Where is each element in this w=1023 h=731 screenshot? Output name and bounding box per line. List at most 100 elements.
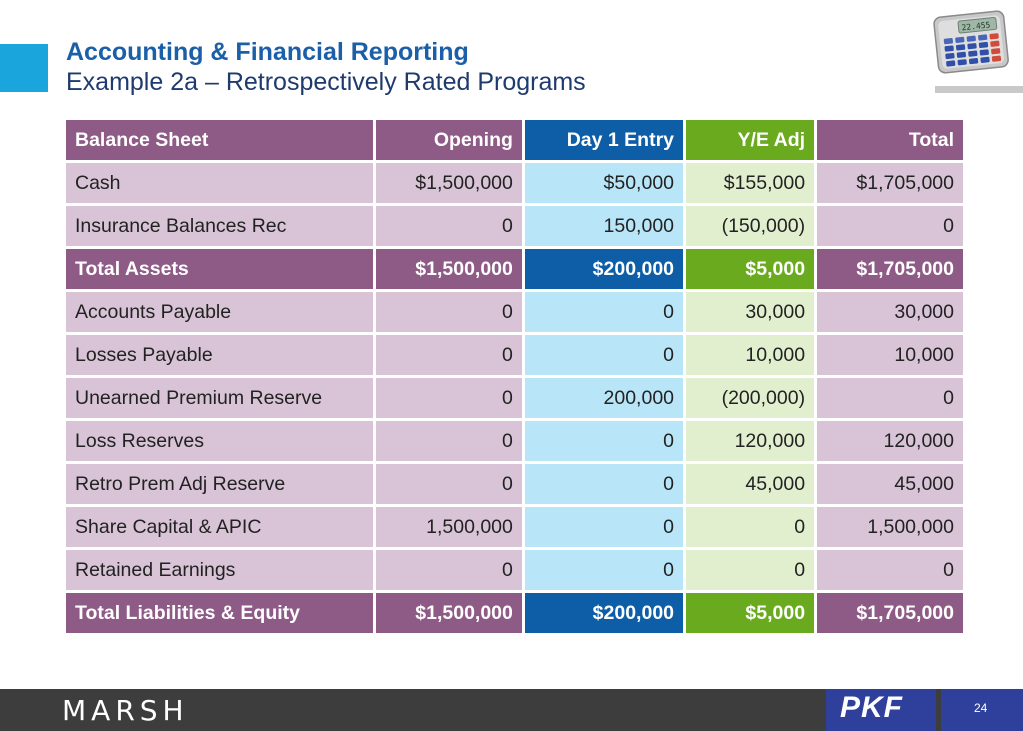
table-row: Loss Reserves 0 0 120,000 120,000 [66,421,963,461]
cell-ye-adj: 45,000 [686,464,815,504]
table-total-row: Total Liabilities & Equity $1,500,000 $200… [66,593,963,633]
table-row: Accounts Payable 0 0 30,000 30,000 [66,292,963,332]
column-header-opening: Opening [376,120,522,160]
cell-total: 0 [817,550,963,590]
cell-day1-entry: 0 [524,507,684,547]
cell-total: 1,500,000 [817,507,963,547]
calculator-key [968,50,978,57]
page-number-box: 24 [941,689,1023,731]
cell-total: $1,705,000 [817,163,963,203]
accent-square [0,44,48,92]
cell-total: 120,000 [817,421,963,461]
cell-total: 0 [817,378,963,418]
row-label: Cash [66,163,373,203]
cell-ye-adj: $5,000 [686,593,815,633]
row-label: Total Assets [66,249,373,289]
cell-day1-entry: $50,000 [524,163,684,203]
column-header-balance-sheet: Balance Sheet [66,120,373,160]
cell-day1-entry: 0 [524,335,684,375]
calculator-key [944,45,954,52]
cell-day1-entry: $200,000 [524,249,684,289]
cell-day1-entry: $200,000 [524,593,684,633]
calculator-key [978,41,989,49]
pkf-logo: PKF [826,689,936,731]
calculator-key [957,59,967,66]
table-row: Unearned Premium Reserve 0 200,000 (200,000… [66,378,963,418]
page-number: 24 [974,701,988,715]
cell-ye-adj: 0 [686,507,815,547]
calculator-key [991,48,1001,55]
cell-opening: 0 [376,464,522,504]
row-label: Accounts Payable [66,292,373,332]
calculator-key [989,33,999,40]
cell-opening: 1,500,000 [376,507,522,547]
cell-ye-adj: (200,000) [686,378,815,418]
cell-ye-adj: 0 [686,550,815,590]
cell-ye-adj: 10,000 [686,335,815,375]
calculator-key [980,56,990,63]
calculator-key [991,55,1002,62]
header-rule [935,86,1023,93]
cell-day1-entry: 0 [524,292,684,332]
cell-ye-adj: (150,000) [686,206,815,246]
table-row: Retained Earnings 0 0 0 0 [66,550,963,590]
table-row: Losses Payable 0 0 10,000 10,000 [66,335,963,375]
calculator-key [978,34,988,41]
cell-total: 45,000 [817,464,963,504]
cell-opening: $1,500,000 [376,593,522,633]
cell-total: 10,000 [817,335,963,375]
calculator-key [945,52,955,60]
table-row: Insurance Balances Rec 0 150,000 (150,000) 0 [66,206,963,246]
cell-opening: 0 [376,421,522,461]
footer-bar: MARSH PKF 24 [0,689,1023,731]
marsh-logo: MARSH [62,694,189,727]
row-label: Unearned Premium Reserve [66,378,373,418]
cell-ye-adj: $155,000 [686,163,815,203]
page-title: Accounting & Financial Reporting [66,38,469,66]
cell-day1-entry: 150,000 [524,206,684,246]
calculator-key [955,44,966,51]
row-label: Share Capital & APIC [66,507,373,547]
calculator-key [979,49,989,56]
calculator-key [955,36,965,43]
calculator-key [990,40,1000,47]
table-row: Retro Prem Adj Reserve 0 0 45,000 45,000 [66,464,963,504]
cell-day1-entry: 200,000 [524,378,684,418]
cell-opening: 0 [376,550,522,590]
cell-total: $1,705,000 [817,249,963,289]
calculator-key [956,51,967,58]
page-subtitle: Example 2a – Retrospectively Rated Progr… [66,68,586,96]
row-label: Insurance Balances Rec [66,206,373,246]
calculator-key [968,58,979,65]
table-row: Cash $1,500,000 $50,000 $155,000 $1,705,000 [66,163,963,203]
cell-opening: $1,500,000 [376,249,522,289]
cell-day1-entry: 0 [524,421,684,461]
row-label: Retro Prem Adj Reserve [66,464,373,504]
column-header-day1-entry: Day 1 Entry [524,120,684,160]
calculator-key [967,43,977,50]
cell-opening: 0 [376,378,522,418]
column-header-total: Total [817,120,963,160]
pkf-logo-text: PKF [840,691,903,724]
cell-total: 30,000 [817,292,963,332]
cell-opening: 0 [376,206,522,246]
calculator-key [943,38,954,45]
table-header-row: Balance Sheet Opening Day 1 Entry Y/E Ad… [66,120,963,160]
cell-ye-adj: 30,000 [686,292,815,332]
cell-total: $1,705,000 [817,593,963,633]
calculator-key [946,60,956,67]
calculator-key [966,35,976,42]
row-label: Losses Payable [66,335,373,375]
cell-opening: $1,500,000 [376,163,522,203]
table-total-row: Total Assets $1,500,000 $200,000 $5,000 $1,7… [66,249,963,289]
calculator-display: 22.455 [961,20,991,32]
row-label: Loss Reserves [66,421,373,461]
calculator-icon: 22.455 [933,10,1009,74]
cell-day1-entry: 0 [524,550,684,590]
balance-sheet-table: Balance Sheet Opening Day 1 Entry Y/E Ad… [63,117,966,636]
cell-day1-entry: 0 [524,464,684,504]
column-header-ye-adj: Y/E Adj [686,120,815,160]
cell-opening: 0 [376,292,522,332]
cell-total: 0 [817,206,963,246]
table-row: Share Capital & APIC 1,500,000 0 0 1,500,000 [66,507,963,547]
